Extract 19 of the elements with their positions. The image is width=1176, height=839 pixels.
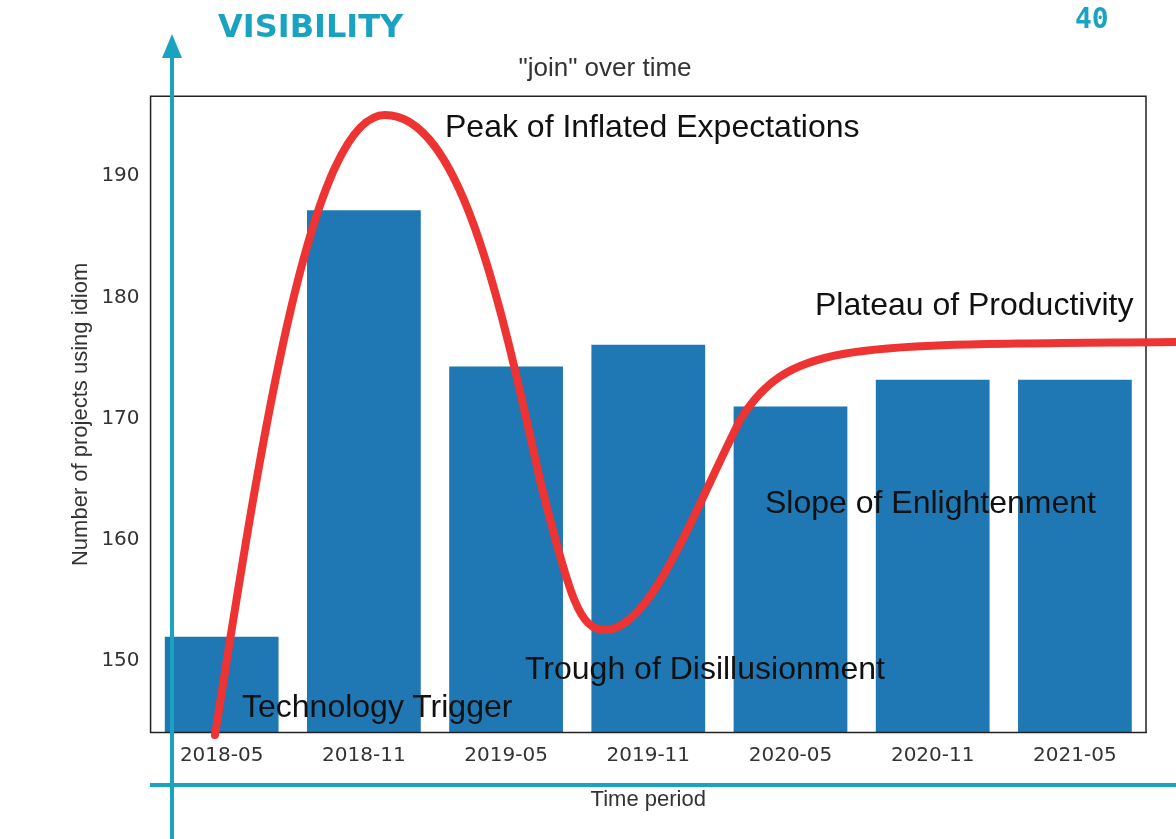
text: 40 [1075,2,1109,35]
annotation: Plateau of Productivity [815,286,1134,322]
x-tick-label: 2018-05 [179,741,264,766]
y-tick-label: 180 [101,283,140,308]
x-tick-label: 2020-05 [748,741,833,766]
x-tick-label: 2021-05 [1033,741,1117,766]
y-tick-label: 160 [101,526,140,551]
y-tick-label: 150 [101,647,140,672]
x-tick-label: 2019-11 [606,741,691,766]
x-tick-label: 2018-11 [322,741,406,766]
annotation: Peak of Inflated Expectations [445,108,860,144]
chart-title: "join" over time [518,51,692,82]
y-axis-title: Number of projects using idiom [67,262,93,567]
x-tick-label: 2019-05 [464,741,548,766]
y-tick-label: 170 [101,404,140,429]
x-tick-label: 2020-11 [890,741,975,766]
text: VISIBILITY [218,7,404,45]
x-axis-title: Time period [590,785,706,811]
y-tick-label: 190 [101,162,140,187]
